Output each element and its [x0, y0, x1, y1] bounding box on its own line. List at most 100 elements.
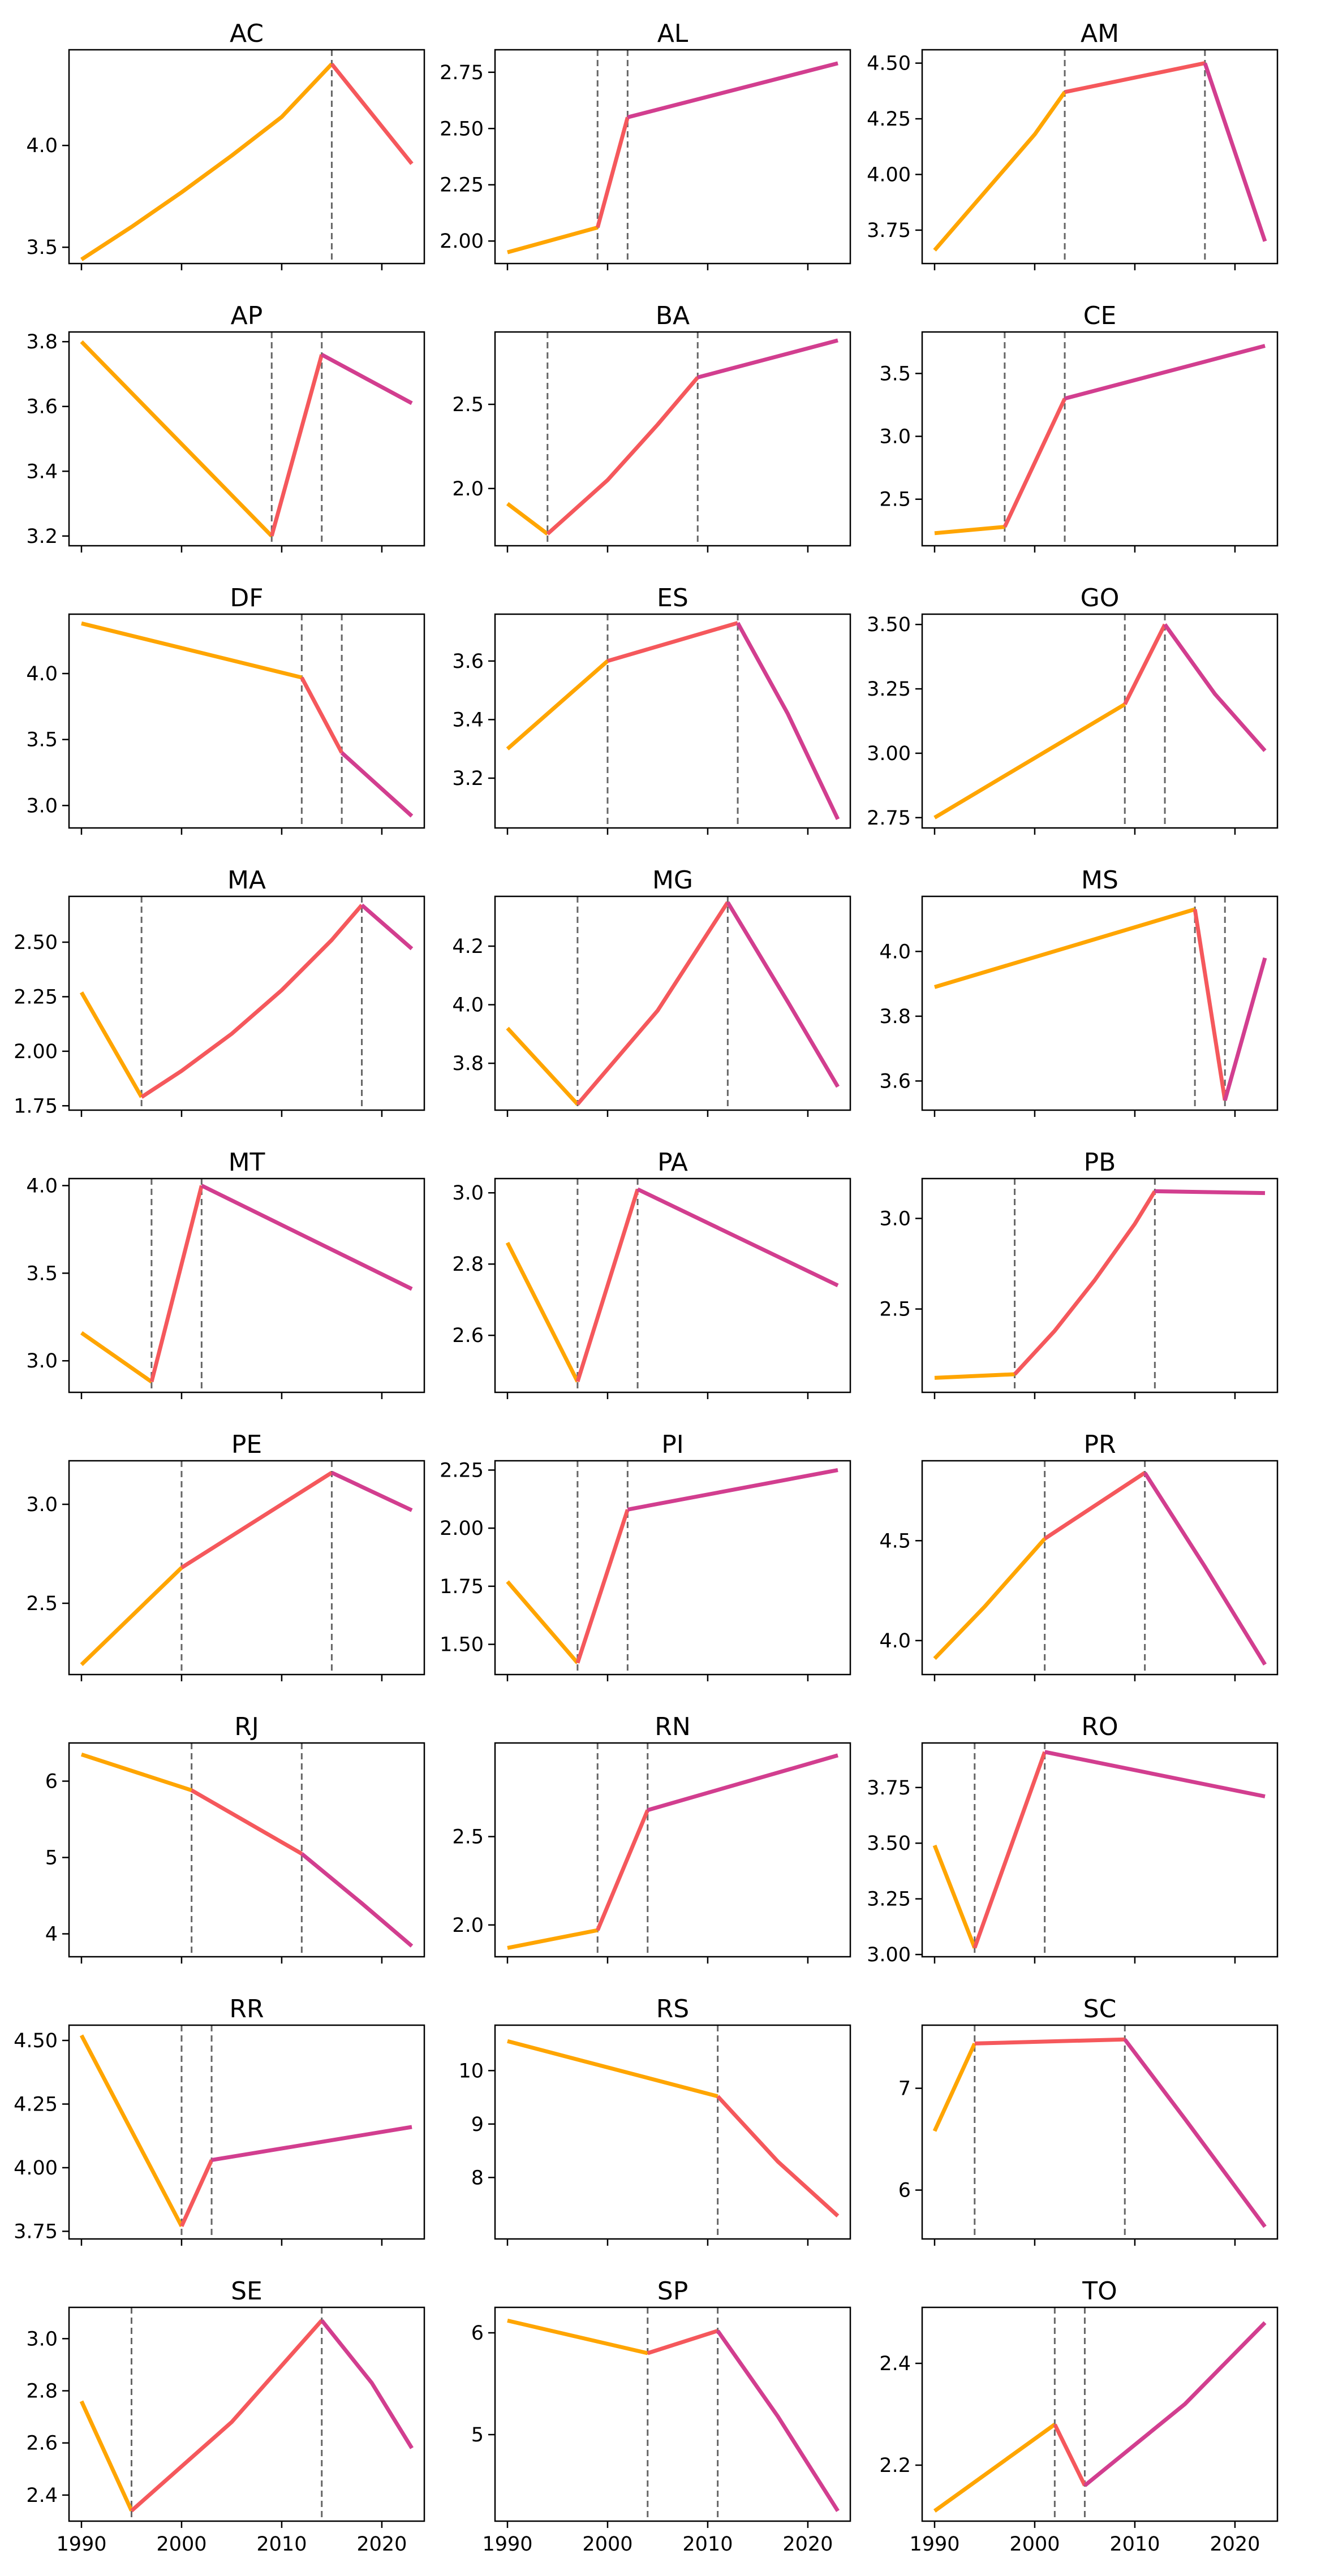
- series-segment-1: [506, 659, 609, 750]
- subplot-pa: PA 2.6 2.8 3.0: [452, 1148, 851, 1399]
- series-segment-2: [647, 2329, 718, 2355]
- series-segment-1: [507, 2039, 718, 2099]
- y-tick-label: 3.6: [26, 396, 58, 418]
- subplot-se: SE 2.4 2.6 2.8 3.0 1990 2000 2010 2020: [26, 2277, 425, 2556]
- series-segment-3: [1044, 1750, 1266, 1798]
- subplot-rn: RN 2.0 2.5: [452, 1712, 851, 1964]
- plot-frame: [494, 331, 851, 547]
- y-tick-label: 3.6: [879, 1070, 911, 1093]
- plot-frame: [921, 1177, 1279, 1393]
- series-segment-2: [179, 2159, 214, 2227]
- y-tick-label: 4.00: [867, 164, 911, 187]
- y-tick-label: 2.5: [452, 1826, 484, 1849]
- x-tick-label: 2010: [256, 2533, 307, 2556]
- series-segment-2: [330, 63, 414, 165]
- y-tick-label: 3.75: [867, 1777, 911, 1800]
- y-tick-label: 4.0: [879, 1630, 911, 1652]
- subplot-ma: MA 1.75 2.00 2.25 2.50: [14, 866, 425, 1117]
- plot-frame: [921, 331, 1279, 547]
- y-tick-label: 2.0: [452, 478, 484, 500]
- series-segment-1: [79, 991, 144, 1098]
- plot-frame: [68, 895, 425, 1111]
- plot-frame: [68, 1460, 425, 1676]
- series-segment-1: [80, 1331, 153, 1384]
- series-segment-3: [1123, 2038, 1267, 2228]
- y-tick-label: 4.0: [26, 1175, 58, 1197]
- series-segment-1: [934, 525, 1005, 536]
- plot-frame: [68, 2024, 425, 2240]
- subplot-title: PI: [661, 1430, 684, 1459]
- series-segment-3: [697, 338, 838, 379]
- y-tick-label: 1.75: [440, 1576, 484, 1598]
- plot-frame: [494, 1742, 851, 1958]
- subplot-df: DF 3.0 3.5 4.0: [26, 584, 425, 835]
- subplot-title: SC: [1083, 1995, 1117, 2023]
- plot-frame: [494, 2306, 851, 2522]
- y-tick-label: 8: [471, 2167, 484, 2189]
- series-segment-3: [726, 901, 840, 1088]
- y-tick-label: 1.75: [14, 1095, 58, 1117]
- series-segment-1: [933, 907, 1196, 989]
- y-tick-label: 3.00: [867, 1944, 911, 1966]
- subplot-title: RS: [656, 1995, 690, 2023]
- x-tick-label: 1990: [909, 2533, 959, 2556]
- series-segment-2: [1123, 623, 1167, 705]
- y-tick-label: 2.25: [440, 174, 484, 197]
- subplot-pe: PE 2.5 3.0: [26, 1430, 425, 1681]
- plot-frame: [921, 2024, 1279, 2240]
- y-tick-label: 2.00: [440, 230, 484, 253]
- series-segment-2: [140, 904, 364, 1099]
- series-segment-3: [1083, 2321, 1267, 2487]
- subplot-pr: PR 4.0 4.5: [879, 1430, 1279, 1681]
- plot-frame: [494, 49, 851, 265]
- subplot-title: PR: [1083, 1430, 1116, 1459]
- y-tick-label: 4.2: [452, 935, 484, 958]
- x-tick-label: 2000: [1009, 2533, 1060, 2556]
- y-tick-label: 4.50: [867, 53, 911, 75]
- plot-frame: [494, 613, 851, 829]
- y-tick-label: 2.5: [879, 1298, 911, 1321]
- subplot-ba: BA 2.0 2.5: [452, 301, 851, 553]
- y-tick-label: 3.0: [26, 2328, 58, 2350]
- y-tick-label: 4.5: [879, 1530, 911, 1552]
- subplot-title: MG: [652, 866, 693, 895]
- subplot-title: PB: [1084, 1148, 1116, 1177]
- y-tick-label: 3.25: [867, 678, 911, 701]
- series-segment-3: [320, 2319, 414, 2449]
- subplot-title: MS: [1081, 866, 1118, 895]
- subplot-title: PA: [657, 1148, 688, 1177]
- subplot-title: BA: [656, 301, 690, 330]
- subplot-title: CE: [1083, 301, 1117, 330]
- subplot-title: MT: [229, 1148, 265, 1177]
- series-segment-2: [300, 676, 344, 754]
- series-segment-2: [575, 1509, 630, 1664]
- y-tick-label: 4.25: [14, 2094, 58, 2116]
- plot-frame: [921, 2306, 1279, 2522]
- y-tick-label: 4: [45, 1923, 58, 1946]
- series-segment-2: [1002, 398, 1067, 528]
- plot-frame: [68, 613, 425, 829]
- series-segment-2: [1043, 1471, 1146, 1541]
- series-segment-3: [1163, 623, 1267, 752]
- y-tick-label: 3.8: [879, 1006, 911, 1028]
- series-segment-2: [576, 901, 730, 1106]
- y-tick-label: 3.8: [26, 331, 58, 353]
- series-segment-3: [735, 622, 840, 821]
- series-segment-1: [79, 2034, 184, 2228]
- subplot-go: GO 2.75 3.00 3.25 3.50: [867, 584, 1279, 835]
- subplot-pb: PB 2.5 3.0: [879, 1148, 1279, 1399]
- subplot-sp: SP 5 6 1990 2000 2010 2020: [471, 2277, 851, 2556]
- series-segment-1: [506, 1580, 579, 1664]
- plot-frame: [921, 1742, 1279, 1958]
- y-tick-label: 2.75: [867, 807, 911, 830]
- plot-frame: [494, 1177, 851, 1393]
- y-tick-label: 2.8: [26, 2380, 58, 2403]
- subplot-title: ES: [657, 584, 689, 612]
- y-tick-label: 3.0: [452, 1182, 484, 1205]
- y-tick-label: 2.75: [440, 62, 484, 84]
- y-tick-label: 4.0: [452, 994, 484, 1017]
- series-segment-3: [330, 1470, 413, 1512]
- plot-frame: [494, 2024, 851, 2240]
- series-segment-1: [933, 702, 1126, 819]
- plot-frame: [921, 895, 1279, 1111]
